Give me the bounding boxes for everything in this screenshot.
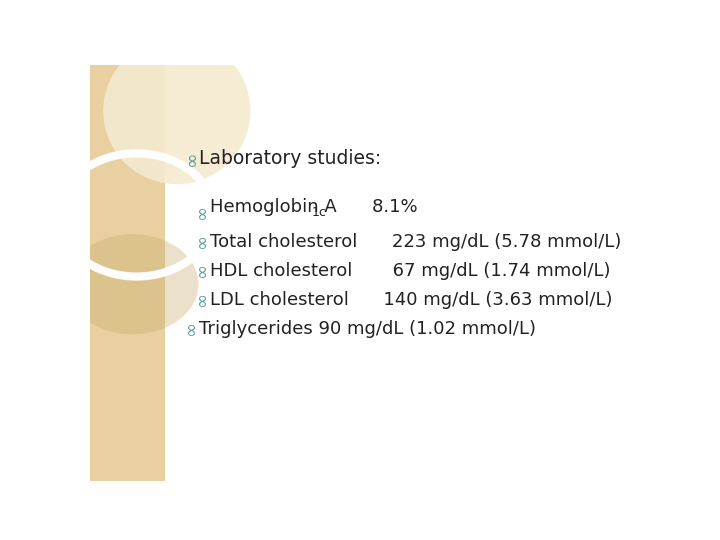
Bar	[90, 65, 166, 481]
Ellipse shape	[103, 38, 251, 184]
Text: Hemoglobin A: Hemoglobin A	[210, 198, 337, 217]
Text: Total cholesterol      223 mg/dL (5.78 mmol/L): Total cholesterol 223 mg/dL (5.78 mmol/L…	[210, 233, 621, 251]
Text: 8.1%: 8.1%	[325, 198, 418, 217]
Text: ∞: ∞	[193, 234, 211, 249]
Text: LDL cholesterol      140 mg/dL (3.63 mmol/L): LDL cholesterol 140 mg/dL (3.63 mmol/L)	[210, 291, 613, 309]
Text: ∞: ∞	[193, 205, 211, 220]
Text: ∞: ∞	[193, 292, 211, 307]
Text: 1c: 1c	[312, 206, 327, 219]
Text: ∞: ∞	[182, 321, 200, 336]
Text: ∞: ∞	[193, 263, 211, 278]
Ellipse shape	[67, 234, 199, 334]
Text: Laboratory studies:: Laboratory studies:	[199, 149, 382, 168]
Text: HDL cholesterol       67 mg/dL (1.74 mmol/L): HDL cholesterol 67 mg/dL (1.74 mmol/L)	[210, 261, 611, 280]
Text: ∞: ∞	[182, 151, 201, 166]
Text: Triglycerides 90 mg/dL (1.02 mmol/L): Triglycerides 90 mg/dL (1.02 mmol/L)	[199, 320, 536, 338]
